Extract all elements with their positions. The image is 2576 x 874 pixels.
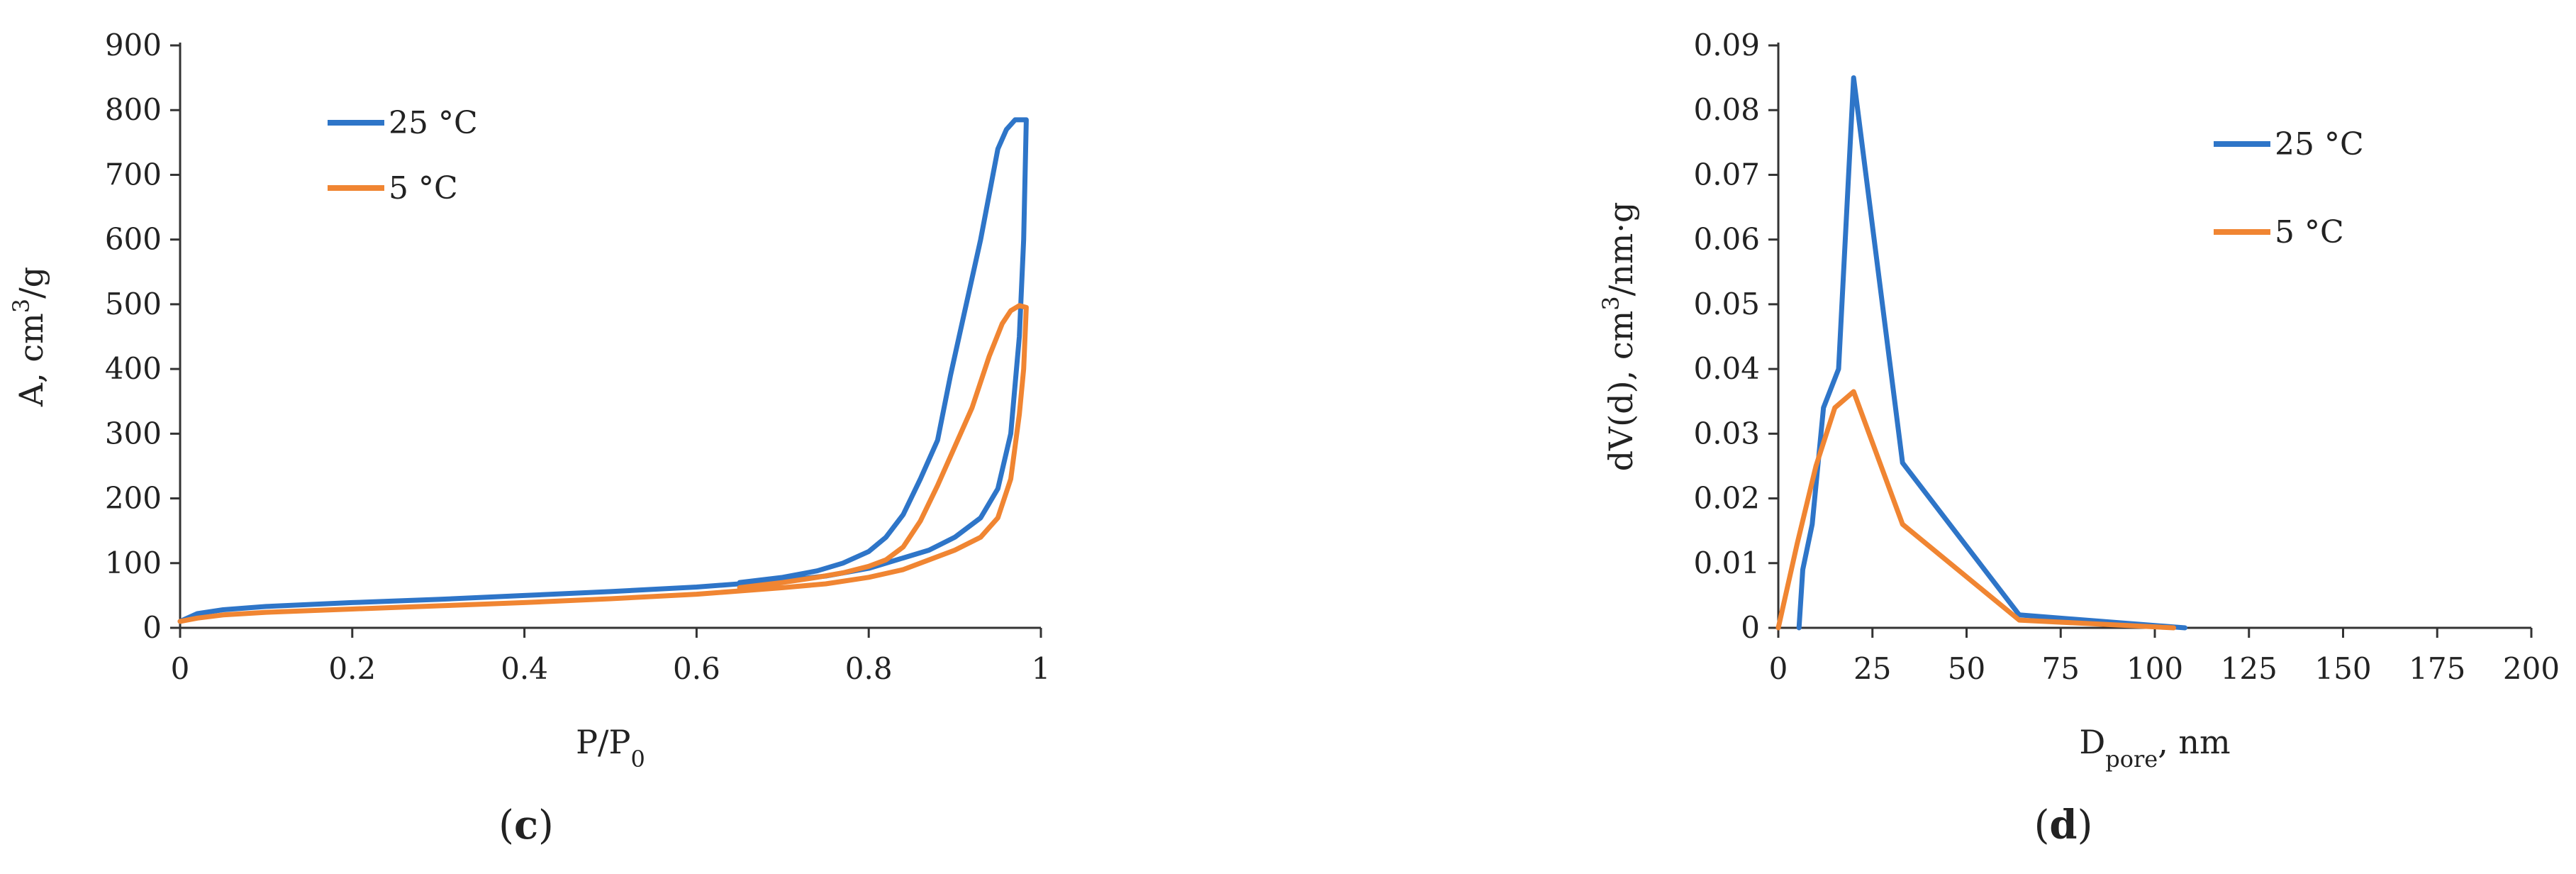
panel-d-y-tick-label: 0.01 <box>1693 546 1760 580</box>
panel-c-y-tick-label: 0 <box>143 610 162 645</box>
panel-d-x-tick-label: 175 <box>2409 651 2465 686</box>
panel-d-x-axis-label: Dpore, nm <box>2079 723 2230 773</box>
panel-c-y-axis-label-tail: /g <box>12 267 50 299</box>
panel-d-y-axis-label-sup: 3 <box>1598 296 1624 310</box>
panel-c-y-tick-label: 500 <box>105 287 162 321</box>
panel-c-y-tick-label: 900 <box>105 28 162 62</box>
panel-c-x-axis-label-sub: 0 <box>631 746 645 773</box>
panel-d-y-tick-label: 0.08 <box>1693 92 1760 127</box>
panel-c-x-tick-label: 0.6 <box>673 651 720 686</box>
panel-c-x-axis-label: P/P0 <box>576 723 645 773</box>
panel-d-x-tick-label: 75 <box>2042 651 2080 686</box>
panel-d-y-tick-label: 0.02 <box>1693 481 1760 516</box>
chart-panel-d: 0 0.01 0.02 0.03 0.04 0.05 0.06 0.07 0.08 0.09 0 25… <box>1598 28 2560 848</box>
panel-c-caption-close: ) <box>538 802 554 848</box>
panel-d-y-axis-label: dV(d), cm3/nm·g <box>1598 202 1640 472</box>
panel-d-x-tick-label: 150 <box>2314 651 2371 686</box>
panel-d-legend-label: 5 °C <box>2275 214 2344 250</box>
panel-c-caption-open: ( <box>498 802 514 848</box>
panel-d-series-line-5c <box>1775 389 2177 631</box>
panel-d-x-tick-label: 100 <box>2126 651 2183 686</box>
panel-c-y-axis-label-sup: 3 <box>8 299 35 313</box>
panel-c-y-tick-label: 700 <box>105 157 162 192</box>
panel-d-x-tick-label: 125 <box>2221 651 2277 686</box>
panel-d-y-tick-label: 0.09 <box>1693 28 1760 62</box>
panel-d-y-tick-label: 0.04 <box>1693 351 1760 386</box>
panel-d-y-tick-label: 0.07 <box>1693 157 1760 192</box>
panel-c-y-axis-label-main: A, cm <box>12 313 50 407</box>
panel-c-x-tick-label: 0.4 <box>501 651 548 686</box>
panel-c-x-tick-label: 1 <box>1032 651 1051 686</box>
panel-d-x-axis-label-sub: pore <box>2105 746 2158 773</box>
panel-d-x-tick-label: 0 <box>1769 651 1788 686</box>
panel-c-y-tick-label: 800 <box>105 92 162 127</box>
panel-c-caption-letter: c <box>514 802 538 848</box>
panel-c-x-axis-label-main: P/P <box>576 723 630 761</box>
panel-c-y-tick-label: 400 <box>105 351 162 386</box>
panel-d-caption-letter: d <box>2049 802 2077 848</box>
panel-d-x-tick-label: 200 <box>2503 651 2560 686</box>
panel-d-y-tick-label: 0.06 <box>1693 222 1760 257</box>
panel-c-caption-label: (c) <box>498 802 554 848</box>
panel-d-y-tick-label: 0 <box>1741 610 1760 645</box>
panel-d-series-line-25c <box>1796 75 2187 631</box>
panel-c-legend-label: 25 °C <box>389 105 478 141</box>
panel-c-series-line-25c <box>177 117 1029 624</box>
panel-d-caption-open: ( <box>2034 802 2050 848</box>
panel-d-caption-close: ) <box>2078 802 2093 848</box>
panel-d-x-tick-label: 50 <box>1948 651 1985 686</box>
panel-d-y-axis-label-main: dV(d), cm <box>1602 311 1640 472</box>
panel-c-x-tick-label: 0.8 <box>845 651 893 686</box>
panel-d-x-tick-label: 25 <box>1853 651 1891 686</box>
panel-d-x-axis-label-tail: , nm <box>2158 723 2231 761</box>
panel-d-legend-label: 25 °C <box>2275 126 2364 162</box>
panel-c-y-axis-label: A, cm3/g <box>8 267 50 407</box>
panel-c-x-tick-label: 0 <box>171 651 190 686</box>
panel-d-y-tick-label: 0.03 <box>1693 416 1760 450</box>
panel-c-x-tick-label: 0.2 <box>328 651 376 686</box>
panel-c-y-tick-label: 100 <box>105 546 162 580</box>
panel-d-y-tick-label: 0.05 <box>1693 287 1760 321</box>
panel-d-y-axis-label-tail: /nm·g <box>1602 202 1640 297</box>
panel-d-caption-label: (d) <box>2034 802 2093 848</box>
panel-c-y-tick-label: 200 <box>105 481 162 516</box>
chart-panel-c: 0 100 200 300 400 500 600 700 800 900 0 0.2 0.4 0.6 0.… <box>8 28 1050 848</box>
panel-c-legend-label: 5 °C <box>389 170 458 206</box>
panel-c-series-line-5c <box>177 303 1029 624</box>
panel-c-y-tick-label: 600 <box>105 222 162 257</box>
panel-d-x-axis-label-main: D <box>2079 723 2105 761</box>
panel-c-y-tick-label: 300 <box>105 416 162 450</box>
